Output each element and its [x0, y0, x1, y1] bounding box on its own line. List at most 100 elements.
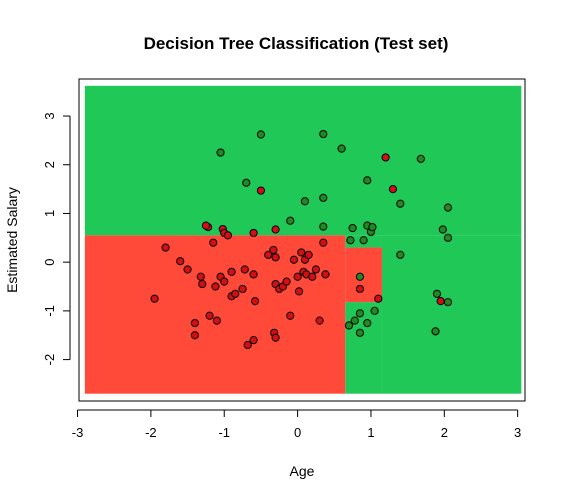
data-points — [150, 129, 453, 350]
point-class-1 — [319, 129, 328, 139]
point-class-0 — [231, 289, 240, 298]
x-tick-label: 3 — [514, 425, 521, 440]
point-class-1 — [242, 178, 251, 187]
y-tick-label: 0 — [42, 259, 57, 266]
point-class-0 — [223, 231, 233, 240]
point-class-0 — [271, 225, 280, 234]
point-class-0 — [212, 316, 222, 325]
point-class-0 — [319, 238, 328, 247]
point-class-0 — [209, 238, 218, 247]
region-class-1 — [84, 85, 522, 236]
point-class-0 — [315, 316, 324, 325]
point-class-1 — [370, 306, 379, 315]
point-class-0 — [282, 277, 291, 286]
point-class-0 — [238, 284, 247, 294]
point-class-0 — [211, 282, 220, 291]
point-class-0 — [198, 279, 207, 289]
point-class-0 — [227, 267, 236, 277]
point-class-1 — [443, 233, 453, 242]
point-class-1 — [300, 197, 310, 206]
point-class-1 — [438, 225, 447, 234]
point-class-0 — [355, 284, 365, 294]
point-class-0 — [374, 294, 383, 303]
y-tick-label: -1 — [42, 305, 57, 317]
point-class-1 — [337, 144, 346, 153]
point-class-1 — [443, 203, 453, 212]
region-class-1 — [345, 302, 382, 394]
point-class-0 — [250, 297, 260, 306]
point-class-0 — [190, 318, 200, 328]
point-class-0 — [308, 272, 317, 281]
x-tick-label: 1 — [367, 425, 374, 440]
region-class-1 — [381, 235, 522, 394]
point-class-0 — [264, 250, 273, 259]
y-tick-label: -2 — [42, 354, 57, 366]
point-class-0 — [304, 250, 313, 259]
point-class-0 — [271, 333, 280, 342]
point-class-1 — [443, 298, 453, 307]
point-class-0 — [297, 248, 306, 257]
point-class-0 — [256, 186, 266, 195]
point-class-1 — [216, 148, 225, 157]
point-class-0 — [286, 311, 295, 320]
point-class-0 — [293, 272, 302, 281]
x-axis: -3 -2 -1 0 1 2 3 — [72, 409, 521, 440]
point-class-0 — [311, 265, 321, 274]
point-class-0 — [220, 277, 229, 286]
region-class-0 — [345, 247, 382, 303]
point-class-0 — [436, 297, 445, 306]
point-class-0 — [294, 287, 304, 296]
point-class-1 — [363, 176, 372, 185]
y-axis-label: Estimated Salary — [4, 187, 20, 293]
point-class-0 — [388, 184, 398, 194]
y-axis: -2 -1 0 1 2 3 — [42, 112, 71, 366]
point-class-1 — [431, 327, 440, 336]
chart-title: Decision Tree Classification (Test set) — [144, 34, 449, 53]
point-class-0 — [289, 255, 299, 264]
x-axis-label: Age — [290, 463, 315, 479]
x-tick-label: 2 — [441, 425, 448, 440]
y-tick-label: 1 — [42, 210, 57, 217]
point-class-1 — [348, 223, 357, 233]
point-class-0 — [176, 257, 185, 266]
plot-frame — [78, 78, 526, 402]
point-class-1 — [355, 272, 365, 281]
point-class-1 — [346, 236, 355, 245]
point-class-0 — [150, 294, 159, 303]
point-class-0 — [161, 243, 170, 252]
point-class-0 — [196, 272, 205, 281]
point-class-0 — [205, 311, 214, 320]
decision-regions — [84, 85, 522, 394]
point-class-0 — [201, 221, 211, 230]
y-tick-label: 3 — [42, 112, 57, 119]
x-tick-label: -1 — [218, 425, 230, 440]
point-class-0 — [271, 253, 280, 262]
point-class-0 — [381, 153, 390, 162]
point-class-0 — [240, 265, 249, 274]
point-class-1 — [359, 236, 368, 245]
point-class-0 — [249, 336, 258, 345]
x-tick-label: 0 — [294, 425, 301, 440]
point-class-0 — [269, 245, 278, 255]
y-tick-label: 2 — [42, 161, 57, 168]
point-class-1 — [350, 316, 359, 325]
point-class-0 — [190, 331, 200, 340]
point-class-0 — [183, 265, 192, 274]
point-class-1 — [363, 318, 372, 328]
point-class-0 — [249, 270, 258, 279]
point-class-1 — [286, 216, 295, 225]
point-class-0 — [243, 340, 252, 350]
x-tick-label: -3 — [72, 425, 84, 440]
point-class-1 — [319, 222, 328, 231]
point-class-1 — [396, 250, 405, 259]
point-class-1 — [368, 222, 377, 232]
point-class-1 — [319, 193, 328, 202]
point-class-1 — [355, 309, 365, 318]
point-class-1 — [256, 130, 266, 139]
point-class-1 — [344, 321, 354, 330]
point-class-1 — [416, 154, 425, 163]
point-class-0 — [321, 270, 330, 279]
x-tick-label: -2 — [145, 425, 157, 440]
point-class-1 — [432, 289, 442, 298]
